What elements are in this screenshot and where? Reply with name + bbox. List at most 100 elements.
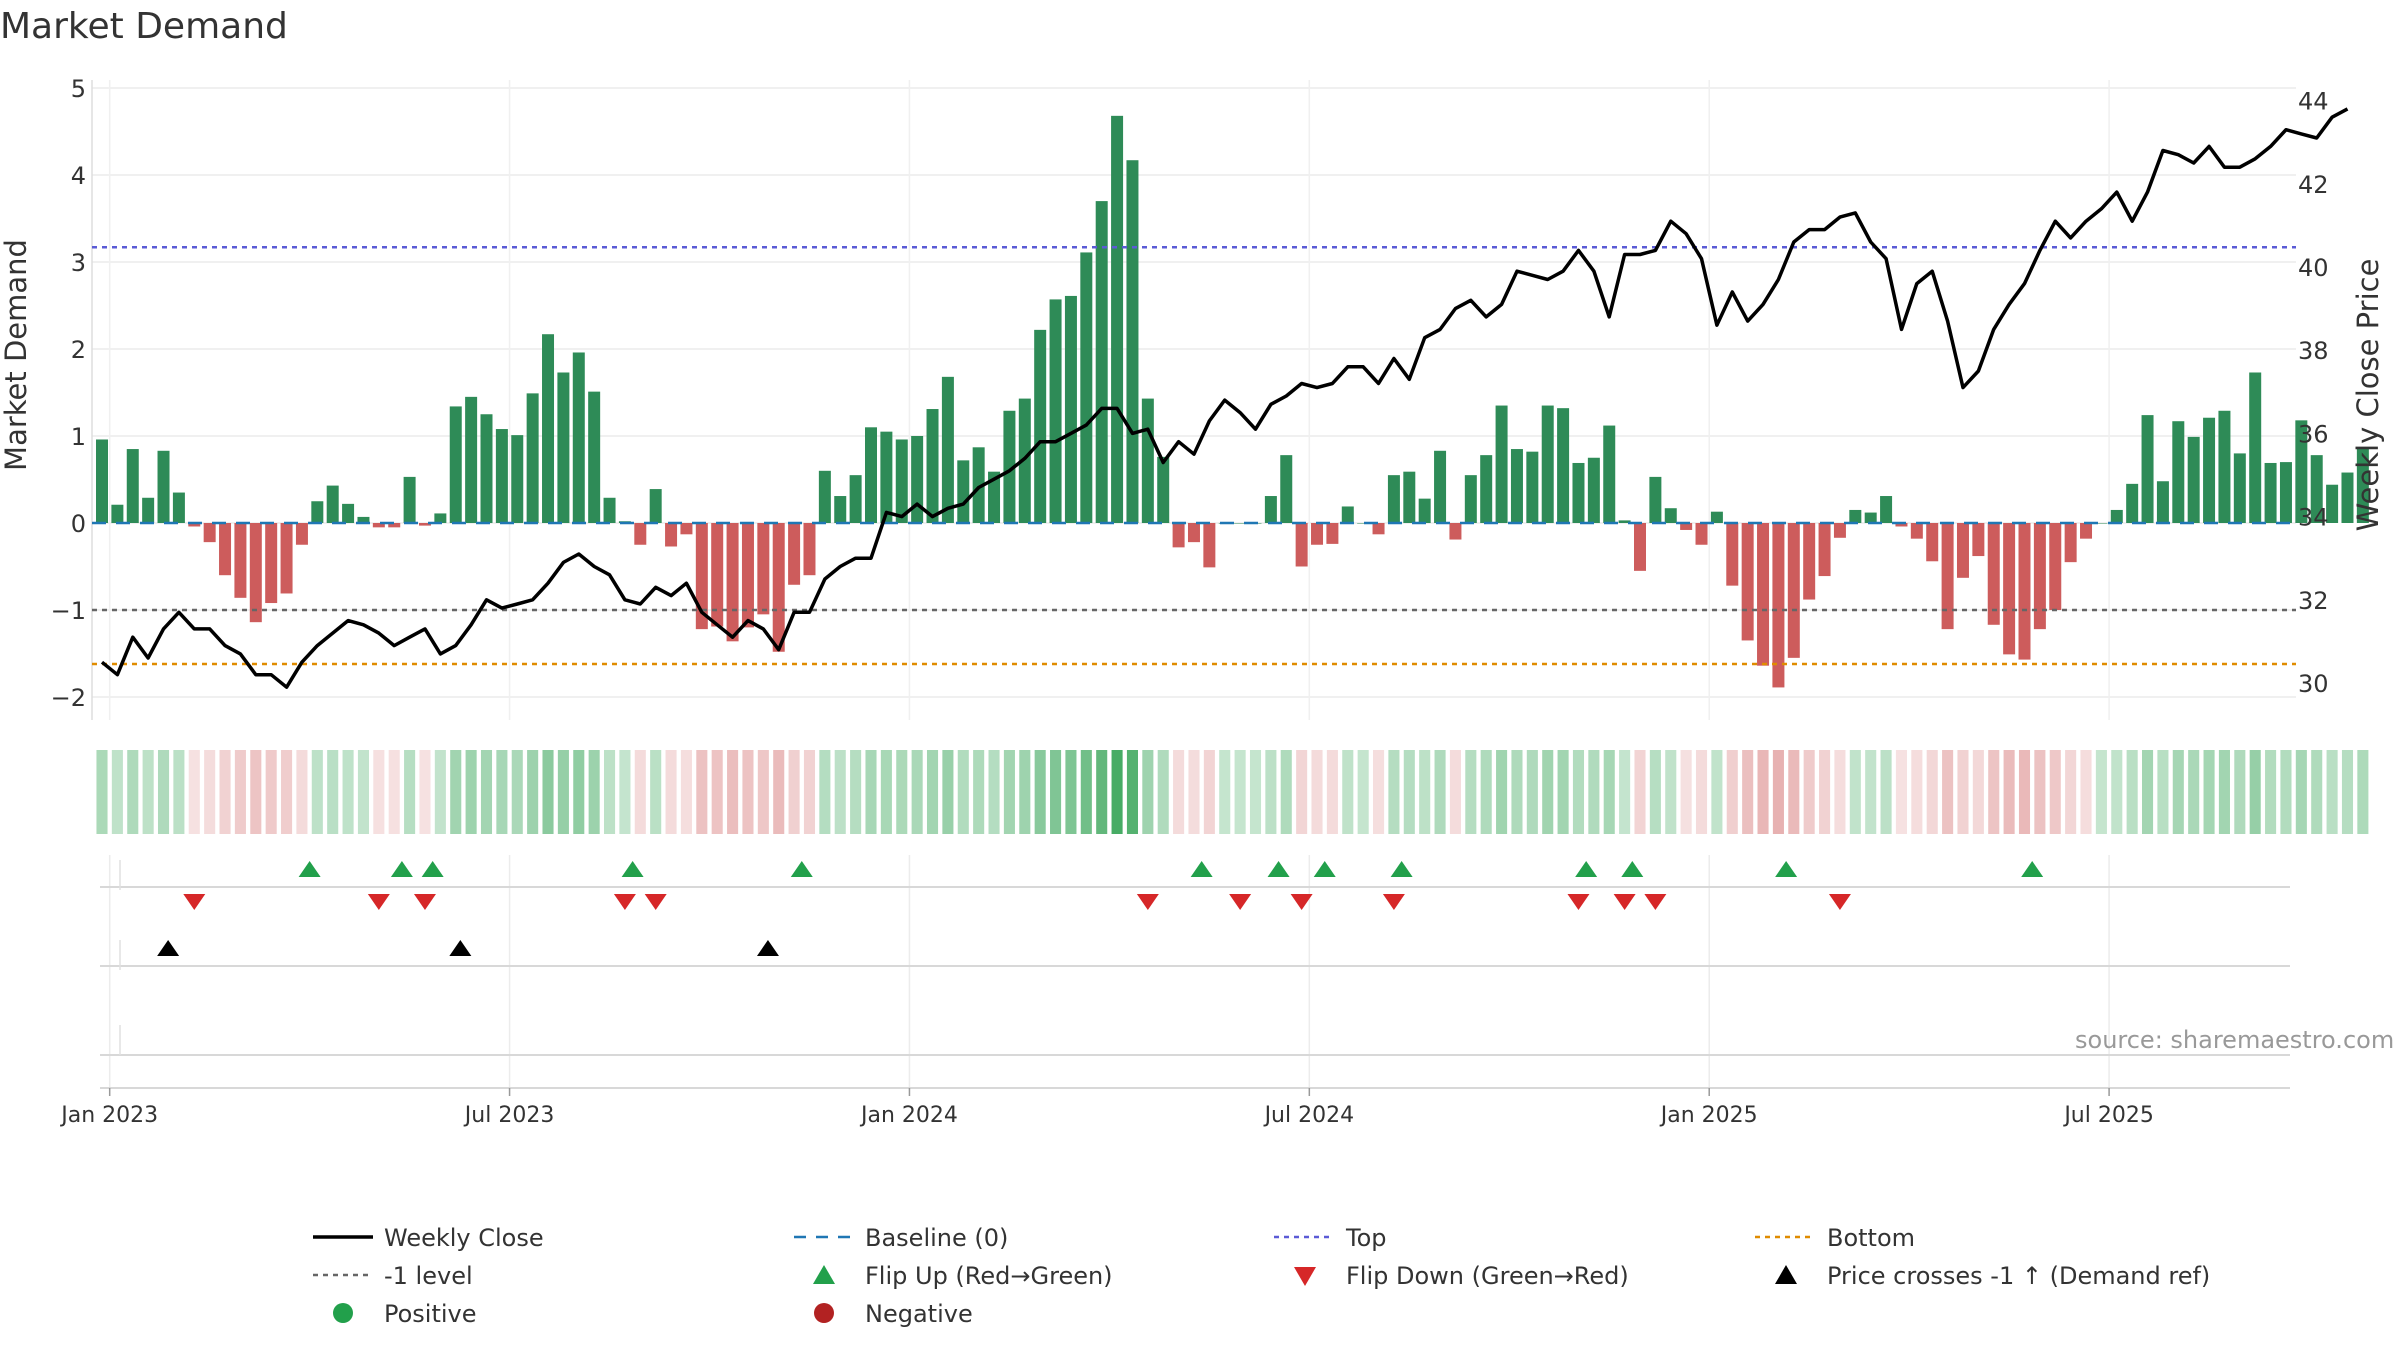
heat-cell (480, 750, 493, 834)
legend-flip-up: Flip Up (Red→Green) (865, 1262, 1113, 1290)
demand-bar (372, 523, 385, 528)
demand-bar (495, 429, 508, 523)
demand-bar (2295, 420, 2308, 523)
demand-bar (895, 439, 908, 523)
demand-bar (695, 523, 708, 630)
heat-cell (1680, 750, 1692, 834)
demand-bar (2141, 415, 2154, 523)
flip-up-marker (621, 861, 644, 877)
heat-cell (1434, 750, 1446, 834)
legend: Weekly Close Baseline (0) Top Bottom -1 … (313, 1224, 2210, 1328)
demand-bar (2264, 462, 2277, 523)
demand-bar (1956, 523, 1969, 578)
demand-bar (2110, 509, 2123, 523)
demand-bar (1695, 523, 1708, 545)
y2-tick-label: 34 (2298, 504, 2329, 532)
x-tick-label: Jan 2024 (859, 1103, 958, 1128)
demand-bar (726, 523, 739, 642)
price-cross-marker (157, 940, 180, 956)
heat-cell (711, 750, 723, 834)
demand-bar (2049, 523, 2062, 610)
heat-cell (434, 750, 446, 834)
demand-bar (2080, 523, 2093, 539)
demand-bar (1126, 160, 1139, 523)
demand-bar (1018, 398, 1031, 523)
demand-bar (988, 471, 1001, 523)
heat-cell (926, 750, 939, 834)
demand-bar (1541, 405, 1554, 523)
y-tick-label: 1 (71, 423, 86, 451)
legend-minus-one: -1 level (384, 1262, 473, 1290)
heat-cell (757, 750, 769, 834)
heat-cell (2003, 750, 2015, 834)
demand-bar (2003, 523, 2016, 655)
demand-bar (1234, 523, 1247, 524)
demand-bar (465, 396, 478, 523)
demand-bar (1757, 523, 1770, 666)
heat-cell (327, 750, 339, 834)
heat-cell (111, 750, 123, 834)
price-cross-marker (449, 940, 472, 956)
heat-cell (2095, 750, 2107, 834)
demand-bar (957, 460, 970, 523)
demand-bar (1172, 523, 1185, 548)
heat-cell (1034, 750, 1046, 834)
demand-bar (418, 523, 431, 526)
heat-cell (619, 750, 631, 834)
heat-cell (1403, 750, 1415, 834)
heat-cell (2326, 750, 2338, 834)
demand-bar (96, 439, 108, 523)
heat-cell (1019, 750, 1031, 834)
demand-bar (1464, 475, 1477, 523)
demand-bar (1741, 523, 1754, 641)
heat-cell (2126, 750, 2138, 834)
demand-bar (295, 523, 308, 545)
heat-cell (1895, 750, 1907, 834)
y-axis-label: Market Demand (0, 239, 33, 471)
heat-cell (2049, 750, 2061, 834)
heat-cell (742, 750, 754, 834)
y2-tick-label: 30 (2298, 670, 2329, 698)
demand-bar (157, 450, 170, 523)
heat-cell (1803, 750, 1815, 834)
heat-cell (2295, 750, 2307, 834)
demand-bar (172, 492, 185, 523)
heat-cell (557, 750, 569, 834)
heat-cell (788, 750, 800, 834)
heat-cell (542, 750, 554, 834)
heat-cell (1665, 750, 1677, 834)
demand-bar (2172, 421, 2185, 523)
x-tick-label: Jul 2023 (463, 1103, 555, 1128)
flip-up-marker (298, 861, 321, 877)
demand-bar (1572, 462, 1585, 523)
heat-cell (573, 750, 585, 834)
heat-cell (1219, 750, 1231, 834)
heat-cell (2280, 750, 2292, 834)
heat-cell (1911, 750, 1923, 834)
heat-cell (2249, 750, 2261, 834)
demand-bar (1187, 523, 1200, 543)
heat-cell (911, 750, 923, 834)
y2-tick-label: 44 (2298, 88, 2329, 116)
source-note: source: sharemaestro.com (2075, 1026, 2394, 1054)
y2-tick-label: 42 (2298, 171, 2329, 199)
flip-up-marker (421, 861, 444, 877)
demand-bar (280, 523, 293, 594)
heat-cell (1834, 750, 1846, 834)
demand-bar (2203, 417, 2216, 523)
heat-cell (1572, 750, 1585, 834)
y2-tick-label: 32 (2298, 587, 2329, 615)
heat-cell (1711, 750, 1723, 834)
demand-bar (1418, 498, 1431, 523)
heat-cell (357, 750, 369, 834)
demand-bar (249, 523, 262, 623)
demand-bar (1680, 523, 1693, 530)
demand-bar (972, 447, 985, 523)
demand-bar (1003, 410, 1016, 523)
demand-bar (849, 475, 862, 523)
legend-negative: Negative (865, 1300, 973, 1328)
demand-bar (1526, 451, 1539, 523)
demand-bar (1634, 523, 1646, 571)
heat-cell (1080, 750, 1092, 834)
heat-cell (265, 750, 277, 834)
